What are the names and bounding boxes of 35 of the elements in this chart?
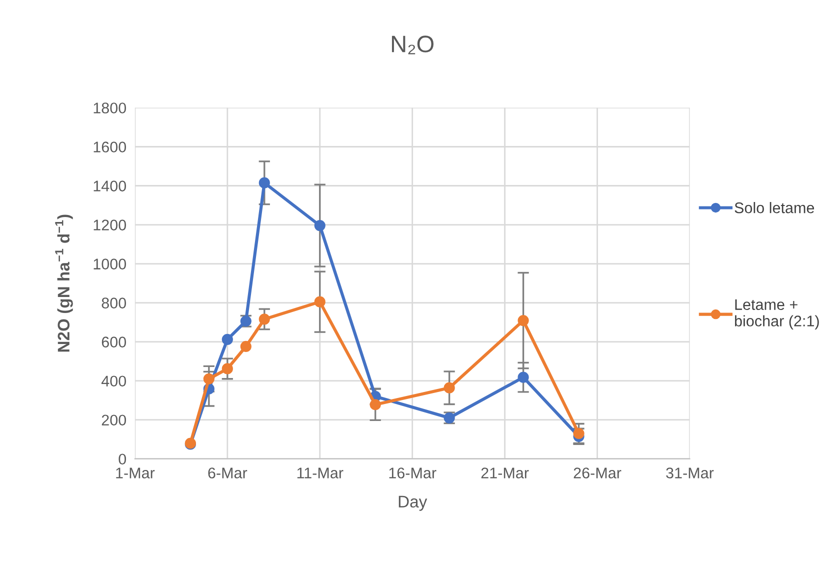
x-tick-label: 6-Mar (208, 468, 248, 478)
y-tick-label: 1800 (94, 102, 126, 114)
y-tick-label: 0 (118, 454, 126, 465)
y-tick-label: 600 (102, 336, 126, 348)
point (518, 314, 529, 326)
point (518, 372, 529, 383)
x-axis-title: Day (398, 496, 428, 511)
x-tick-label: 16-Mar (389, 468, 436, 478)
y-tick-label: 1200 (94, 220, 126, 230)
point (444, 382, 455, 394)
point (573, 428, 584, 440)
point (314, 220, 326, 232)
chart-title: N₂O (392, 36, 434, 54)
y-tick-label: 800 (102, 298, 126, 308)
x-tick-label: 1-Mar (116, 468, 155, 478)
point (222, 363, 233, 374)
y-tick-label: 200 (102, 414, 126, 426)
point (370, 399, 381, 410)
legend-label: Solo letame (734, 202, 814, 214)
y-tick-label: 1400 (94, 180, 126, 192)
point (258, 314, 270, 325)
x-tick-label: 26-Mar (574, 468, 622, 478)
point (222, 334, 233, 346)
x-tick-label: 31-Mar (666, 468, 714, 478)
x-tick-label: 21-Mar (481, 468, 529, 478)
point (203, 373, 214, 384)
y-axis-title: N2O (gN ha$^{−1}$ d$^{−1}$) (55, 214, 73, 352)
legend-label: Letame + biochar (2:1) (735, 299, 819, 330)
x-tick-label: 11-Mar (297, 468, 344, 478)
point (240, 340, 252, 352)
y-tick-label: 1000 (94, 258, 126, 270)
point (314, 296, 326, 308)
y-tick-label: 1600 (94, 142, 126, 152)
y-tick-label: 400 (101, 376, 126, 387)
point (258, 177, 270, 188)
